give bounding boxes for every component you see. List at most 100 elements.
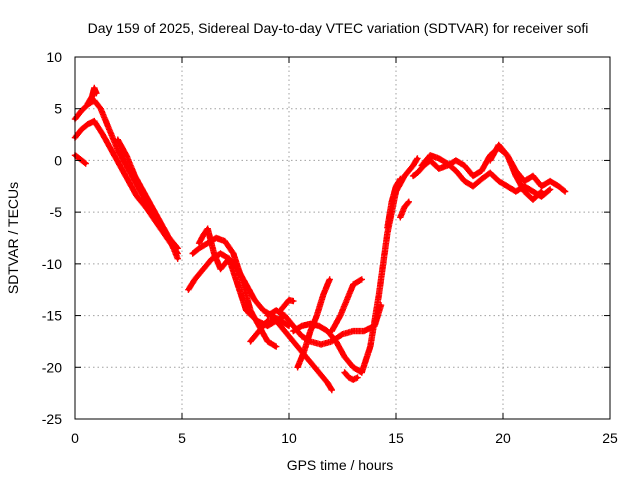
data-point <box>522 179 527 183</box>
data-point <box>86 122 90 126</box>
data-point <box>340 332 345 336</box>
data-point <box>94 91 98 95</box>
data-point <box>330 388 334 392</box>
data-point <box>351 282 355 287</box>
data-point <box>420 164 424 168</box>
data-point <box>351 329 355 333</box>
data-point <box>197 246 201 250</box>
data-point <box>321 293 325 297</box>
data-point <box>92 98 96 103</box>
data-point <box>355 376 360 380</box>
data-point <box>497 179 501 183</box>
data-point <box>274 345 278 349</box>
data-point <box>531 189 535 194</box>
x-tick-label: 25 <box>602 430 618 446</box>
data-point <box>212 251 216 256</box>
chart-title: Day 159 of 2025, Sidereal Day-to-day VTE… <box>88 20 589 36</box>
series-arc-3 <box>84 84 100 107</box>
data-point <box>197 241 201 245</box>
axis-ticks: 0 5 10 15 20 25 10 5 0 -5 -10 -15 -20 -25 <box>42 49 618 446</box>
data-point <box>116 138 120 142</box>
data-point <box>116 148 120 152</box>
data-point <box>411 174 415 178</box>
data-layer <box>71 84 569 394</box>
data-point <box>124 153 128 157</box>
data-point <box>231 251 235 256</box>
data-point <box>291 329 295 333</box>
data-point <box>488 171 492 175</box>
y-tick-label: 5 <box>54 101 62 117</box>
data-point <box>315 313 319 318</box>
data-point <box>150 205 154 209</box>
plus-markers <box>114 136 181 262</box>
data-point <box>266 339 270 344</box>
data-point <box>360 370 364 375</box>
data-point <box>471 184 475 188</box>
data-point <box>283 303 287 307</box>
data-point <box>437 156 441 160</box>
data-point <box>522 189 527 194</box>
series-arc-14 <box>328 276 365 335</box>
x-tick-label: 0 <box>71 430 79 446</box>
data-point <box>248 339 253 344</box>
data-point <box>317 324 321 328</box>
data-point <box>90 94 94 98</box>
data-point <box>402 174 407 178</box>
data-point <box>186 288 191 292</box>
series-arc-16 <box>384 175 404 231</box>
data-point <box>531 174 535 178</box>
data-point <box>505 153 509 157</box>
data-point <box>362 329 366 333</box>
data-point <box>325 381 330 385</box>
data-point <box>343 370 347 375</box>
data-point <box>428 153 432 157</box>
data-point <box>300 324 304 328</box>
data-point <box>214 236 218 240</box>
data-point <box>390 200 394 204</box>
data-point <box>283 313 287 318</box>
y-axis-label: SDTVAR / TECUs <box>5 182 21 294</box>
data-point <box>319 342 323 347</box>
data-point <box>377 293 381 297</box>
data-point <box>278 308 283 312</box>
data-point <box>514 174 518 178</box>
data-point <box>218 251 223 256</box>
plus-markers <box>189 234 280 350</box>
data-point <box>360 277 364 281</box>
y-tick-label: -25 <box>42 411 62 427</box>
data-point <box>133 174 137 178</box>
data-point <box>144 205 148 209</box>
data-point <box>514 189 518 194</box>
data-point <box>240 277 244 281</box>
data-point <box>302 350 306 354</box>
y-tick-label: -5 <box>50 204 63 220</box>
data-point <box>328 277 332 281</box>
grid <box>75 57 610 419</box>
data-point <box>218 267 223 271</box>
data-point <box>338 313 342 318</box>
x-axis-label: GPS time / hours <box>287 457 394 473</box>
series-arc-12 <box>294 276 333 371</box>
data-point <box>92 86 96 90</box>
data-point <box>454 169 458 173</box>
data-point <box>191 251 195 256</box>
data-point <box>462 179 467 183</box>
data-point <box>79 127 84 131</box>
data-point <box>291 299 295 303</box>
y-tick-label: 0 <box>54 152 62 168</box>
data-point <box>274 319 278 323</box>
data-point <box>471 174 475 178</box>
data-point <box>295 365 300 369</box>
series-arc-5 <box>114 136 181 262</box>
series-arc-11 <box>277 296 297 314</box>
series-arc-20 <box>487 141 545 203</box>
data-point <box>385 226 390 230</box>
data-point <box>99 107 103 111</box>
series-arc-17 <box>397 198 412 221</box>
data-point <box>351 378 355 382</box>
data-point <box>107 127 111 131</box>
data-point <box>308 360 312 364</box>
data-point <box>415 156 419 160</box>
data-point <box>308 329 312 333</box>
